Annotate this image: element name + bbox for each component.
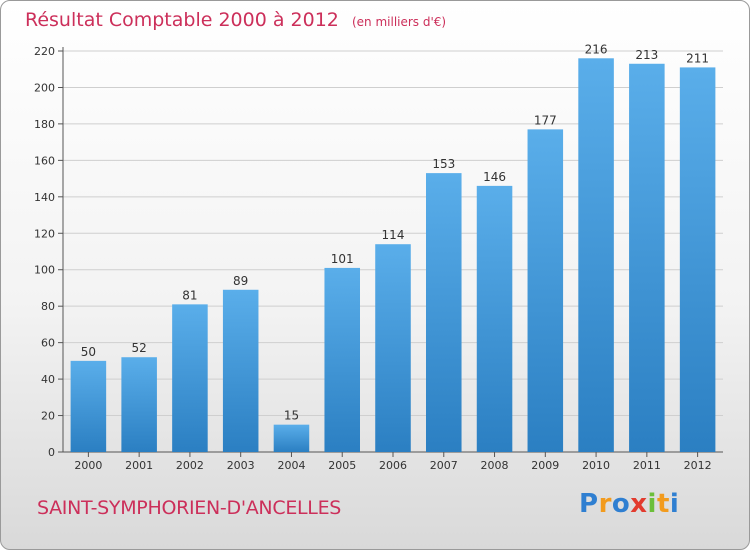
data-label: 211 xyxy=(686,51,709,65)
bar xyxy=(324,267,360,452)
data-label: 146 xyxy=(483,170,506,184)
data-label: 114 xyxy=(382,228,405,242)
y-tick-label: 140 xyxy=(34,191,55,204)
logo-letter: o xyxy=(611,489,631,519)
bar xyxy=(426,173,462,452)
x-tick-labels: 2000 2001 2002 2003 2004 2005 2006 2007 2008 2009… xyxy=(74,459,711,472)
y-tick-label: 40 xyxy=(41,373,55,386)
bars xyxy=(70,58,716,453)
commune-name: SAINT-SYMPHORIEN-D'ANCELLES xyxy=(37,497,342,519)
y-tick-label: 60 xyxy=(41,337,55,350)
data-label: 52 xyxy=(132,341,147,355)
x-tick-label: 2003 xyxy=(227,459,255,472)
chart-title: Résultat Comptable 2000 à 2012 xyxy=(25,9,339,31)
logo-letter: x xyxy=(630,489,648,519)
bar xyxy=(375,244,411,452)
chart-title-block: Résultat Comptable 2000 à 2012 (en milli… xyxy=(25,9,446,31)
x-tick-label: 2004 xyxy=(277,459,305,472)
x-tick-label: 2005 xyxy=(328,459,356,472)
x-tick-label: 2008 xyxy=(481,459,509,472)
x-tick-label: 2002 xyxy=(176,459,204,472)
proxiti-logo: Proxiti xyxy=(579,489,679,519)
bar xyxy=(578,58,614,453)
y-tick-label: 220 xyxy=(34,45,55,58)
logo-letter: r xyxy=(598,489,612,519)
data-label: 153 xyxy=(432,157,455,171)
x-tick-label: 2009 xyxy=(531,459,559,472)
logo-letter: i xyxy=(647,489,657,519)
bar xyxy=(222,289,259,452)
bar xyxy=(70,360,107,452)
x-tick-label: 2010 xyxy=(582,459,610,472)
x-tick-label: 2006 xyxy=(379,459,407,472)
x-tick-label: 2011 xyxy=(633,459,661,472)
bar xyxy=(172,304,208,452)
y-tick-label: 100 xyxy=(34,264,55,277)
data-label: 213 xyxy=(635,48,658,62)
data-label: 216 xyxy=(585,42,608,56)
logo-letter: t xyxy=(656,489,670,519)
bar xyxy=(273,424,310,452)
data-label: 101 xyxy=(331,252,354,266)
logo-letter: P xyxy=(579,489,599,519)
logo-letter: i xyxy=(669,489,680,519)
y-tick-label: 120 xyxy=(34,227,55,240)
data-label: 15 xyxy=(284,409,299,423)
bar xyxy=(476,185,513,452)
bar xyxy=(629,63,665,452)
y-tick-label: 0 xyxy=(48,446,55,459)
y-tick-label: 160 xyxy=(34,154,55,167)
x-tick-label: 2007 xyxy=(430,459,458,472)
data-labels: 50 52 81 89 15 101 114 153 146 177 216 213 211 xyxy=(81,42,709,422)
data-label: 89 xyxy=(233,274,248,288)
x-tick-label: 2012 xyxy=(684,459,712,472)
y-tick-label: 20 xyxy=(41,410,55,423)
data-label: 50 xyxy=(81,345,96,359)
data-label: 177 xyxy=(534,113,557,127)
y-tick-label: 200 xyxy=(34,81,55,94)
bar xyxy=(679,67,716,453)
x-tick-label: 2001 xyxy=(125,459,153,472)
chart-subtitle: (en milliers d'€) xyxy=(351,15,447,29)
y-tick-label: 80 xyxy=(41,300,55,313)
x-tick-label: 2000 xyxy=(74,459,102,472)
data-label: 81 xyxy=(182,288,197,302)
bar xyxy=(527,129,564,453)
y-tick-label: 180 xyxy=(34,118,55,131)
bar xyxy=(121,357,157,452)
y-tick-labels: 0 20 40 60 80 100 120 140 160 180 200 220 xyxy=(34,45,55,459)
